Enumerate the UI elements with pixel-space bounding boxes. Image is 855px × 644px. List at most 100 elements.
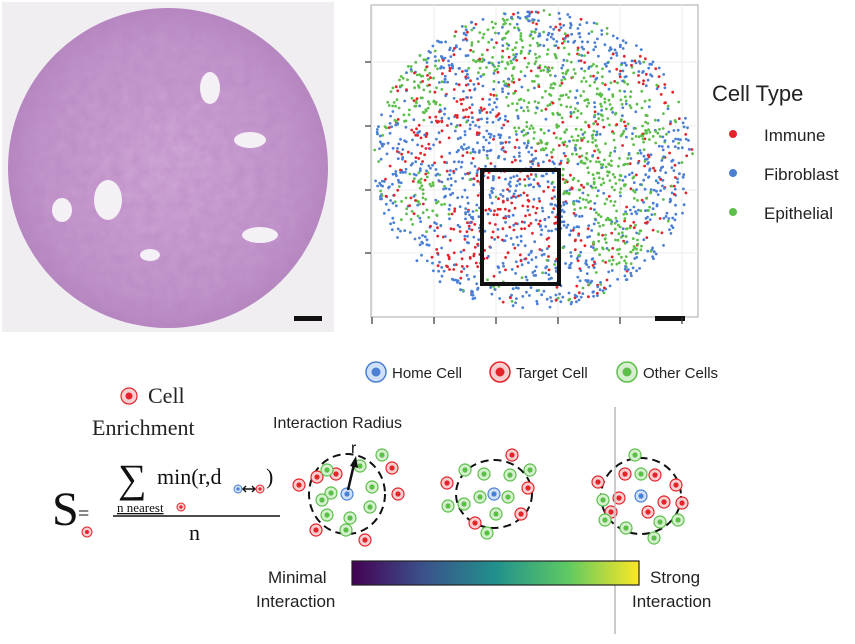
cell-dot [587, 283, 591, 286]
cell-dot [566, 223, 570, 227]
cell-dot [611, 111, 615, 114]
cell-dot [459, 250, 463, 254]
cell-dot [550, 32, 554, 36]
cell-dot [603, 97, 607, 101]
cell-dot [452, 88, 456, 91]
cell-dot [592, 242, 595, 245]
cell-dot [521, 295, 525, 298]
cell-dot [682, 203, 686, 207]
cell-dot [629, 208, 632, 212]
cell-dot [568, 15, 572, 19]
cell-dot [581, 191, 585, 195]
cell-dot [418, 169, 422, 173]
cell-dot [662, 73, 666, 76]
cell-dot [607, 98, 611, 102]
cell-dot [473, 296, 477, 300]
cell-dot [565, 59, 569, 63]
cell-dot [472, 83, 476, 86]
cell-dot [420, 144, 424, 148]
cell-dot [607, 218, 611, 222]
cell-dot [489, 196, 492, 199]
cell-dot [470, 111, 474, 115]
cell-dot [498, 136, 502, 140]
cell-dot [665, 211, 669, 215]
cell-dot [622, 129, 626, 133]
cell-dot [467, 66, 470, 70]
cell-dot [534, 256, 538, 259]
home-cell-label: Home Cell [392, 365, 462, 382]
cell-dot [583, 69, 587, 73]
cell-dot [595, 22, 599, 26]
cell-dot [671, 90, 675, 94]
cell-dot [426, 56, 430, 60]
cell-dot [596, 291, 599, 295]
cell-dot [503, 12, 507, 16]
cell-dot [643, 137, 647, 141]
cell-dot [489, 209, 493, 213]
cell-dot [637, 60, 641, 63]
cell-dot [576, 48, 580, 52]
cell-dot [514, 260, 518, 264]
cell-dot [652, 188, 656, 192]
cell-dot [501, 300, 505, 304]
cell-dot [619, 187, 623, 191]
cell-dot [571, 75, 575, 79]
cell-dot [477, 125, 481, 129]
cell-dot [660, 159, 664, 162]
cell-dot [657, 75, 661, 78]
cell-dot [504, 150, 507, 154]
cell-dot [492, 72, 496, 75]
cell-dot [478, 57, 482, 61]
cell-dot [599, 283, 602, 286]
cell-dot [633, 190, 637, 194]
cell-dot [504, 256, 507, 259]
cell-dot [578, 155, 581, 159]
cell-dot [577, 291, 581, 295]
cell-dot [567, 159, 570, 163]
cell-dot [387, 104, 391, 107]
cell-dot [427, 243, 431, 247]
cell-dot [501, 44, 505, 47]
cell-dot [574, 238, 577, 242]
cell-dot [413, 86, 416, 90]
cell-dot [438, 110, 441, 114]
cell-dot [438, 260, 441, 264]
cell-dot [681, 211, 684, 215]
cell-dot [640, 198, 644, 202]
cell-dot [635, 231, 638, 235]
cell-dot [591, 140, 594, 144]
cell-dot [378, 147, 381, 151]
cell-dot [417, 157, 421, 160]
cell-dot [563, 181, 567, 185]
cell-dot [490, 201, 494, 205]
cell-dot [620, 235, 623, 239]
cell-dot [475, 174, 479, 178]
cell-dot [536, 11, 540, 14]
cell-dot [608, 179, 612, 182]
cell-dot [402, 113, 406, 117]
cell-dot [613, 149, 617, 153]
cell-dot [687, 139, 690, 142]
cell-dot [525, 278, 529, 282]
cell-dot [389, 222, 392, 226]
cell-dot [615, 262, 619, 266]
cell-dot [471, 157, 475, 160]
cell-dot [604, 261, 607, 264]
cell-dot [492, 46, 496, 49]
interaction-radius-label: Interaction Radius [273, 415, 402, 432]
svg-text:Cell: Cell [148, 383, 185, 408]
cell-dot [628, 173, 631, 177]
cell-dot [667, 130, 671, 134]
cell-dot [495, 213, 499, 217]
cell-dot [601, 259, 605, 263]
cell-dot [475, 59, 478, 63]
cell-dot [419, 220, 422, 224]
cell-dot [466, 54, 470, 57]
cell-dot [605, 26, 609, 30]
cell-dot [428, 90, 432, 94]
cell-dot [569, 173, 572, 177]
cell-dot [463, 188, 467, 192]
cell-dot [460, 195, 464, 199]
cell-dot [596, 122, 599, 126]
cell-dot [519, 159, 522, 163]
